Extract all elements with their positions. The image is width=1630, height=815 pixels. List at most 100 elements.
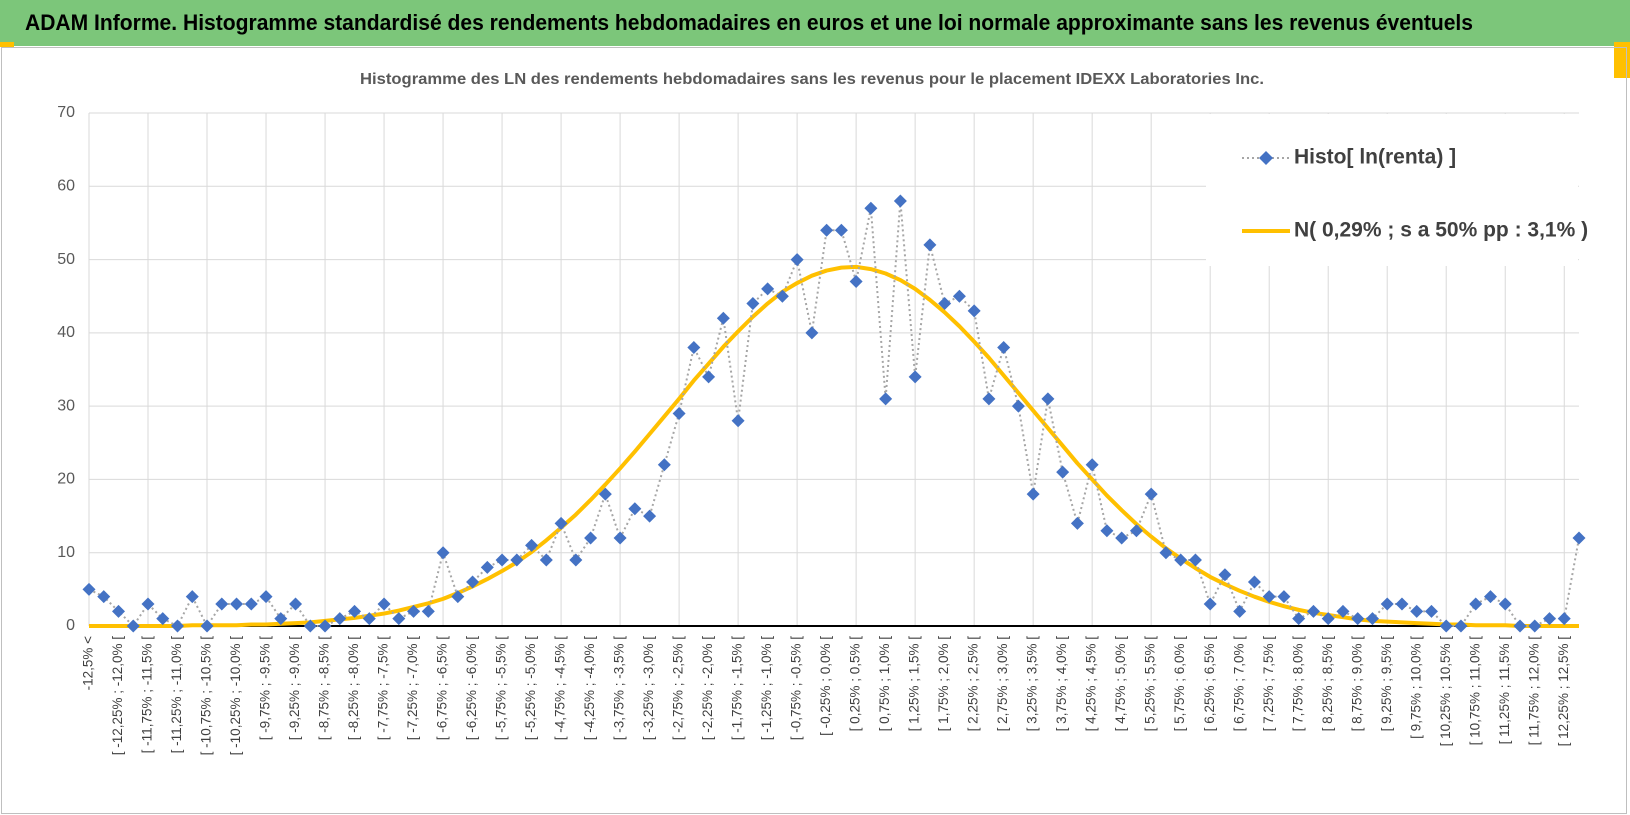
- data-point: [82, 582, 96, 596]
- data-point: [1174, 553, 1188, 567]
- data-point: [495, 553, 509, 567]
- y-tick-label: 10: [57, 544, 75, 561]
- chart-title: Histogramme des LN des rendements hebdom…: [360, 71, 1264, 88]
- data-point: [1218, 568, 1232, 582]
- data-point: [952, 289, 966, 303]
- data-point: [879, 392, 893, 406]
- data-point: [362, 612, 376, 626]
- data-point: [171, 619, 185, 633]
- data-point: [775, 289, 789, 303]
- data-point: [569, 553, 583, 567]
- data-point: [1041, 392, 1055, 406]
- x-tick-label: [ -4,75% ; -4,5% [: [553, 636, 568, 741]
- data-point: [731, 414, 745, 428]
- data-point: [1439, 619, 1453, 633]
- data-point: [185, 590, 199, 604]
- data-point: [613, 531, 627, 545]
- data-point: [230, 597, 244, 611]
- data-point: [1306, 604, 1320, 618]
- data-point: [1336, 604, 1350, 618]
- data-point: [451, 590, 465, 604]
- y-tick-label: 70: [57, 104, 75, 121]
- data-point: [274, 612, 288, 626]
- data-point: [672, 406, 686, 420]
- x-tick-label: [ -6,25% ; -6,0% [: [464, 636, 479, 741]
- data-point: [1424, 604, 1438, 618]
- x-tick-label: [ 10,75% ; 11,0% [: [1467, 636, 1482, 746]
- x-tick-label: [ -4,25% ; -4,0% [: [582, 636, 597, 741]
- legend-label: N( 0,29% ; s a 50% pp : 3,1% ): [1294, 219, 1588, 242]
- x-tick-label: [ 4,25% ; 4,5% [: [1084, 636, 1099, 732]
- data-point: [761, 282, 775, 296]
- data-point: [584, 531, 598, 545]
- data-point: [200, 619, 214, 633]
- data-point: [1203, 597, 1217, 611]
- x-tick-label: [ -10,25% ; -10,0% [: [228, 636, 243, 756]
- x-tick-label: [ -6,75% ; -6,5% [: [435, 636, 450, 741]
- data-point: [702, 370, 716, 384]
- data-point: [938, 297, 952, 311]
- data-point: [997, 341, 1011, 355]
- data-point: [1498, 597, 1512, 611]
- data-point: [259, 590, 273, 604]
- data-point: [864, 201, 878, 215]
- legend-marker: [1259, 151, 1273, 165]
- chart-border: [1, 47, 1627, 814]
- data-point: [303, 619, 317, 633]
- data-point: [97, 590, 111, 604]
- data-point: [1056, 465, 1070, 479]
- data-point: [1085, 458, 1099, 472]
- data-point: [1144, 487, 1158, 501]
- y-tick-label: 40: [57, 324, 75, 341]
- x-tick-label: [ 7,25% ; 7,5% [: [1261, 636, 1276, 732]
- data-point: [628, 502, 642, 516]
- data-point: [554, 516, 568, 530]
- x-tick-label: [ 6,75% ; 7,0% [: [1231, 636, 1246, 732]
- data-point: [480, 560, 494, 574]
- data-point: [348, 604, 362, 618]
- x-tick-label: [ -3,25% ; -3,0% [: [641, 636, 656, 741]
- data-point: [982, 392, 996, 406]
- data-point: [1542, 612, 1556, 626]
- data-point: [1410, 604, 1424, 618]
- data-point: [333, 612, 347, 626]
- x-tick-label: [ -3,75% ; -3,5% [: [612, 636, 627, 741]
- data-point: [1159, 546, 1173, 560]
- x-tick-label: [ 10,25% ; 10,5% [: [1438, 636, 1453, 747]
- data-point: [1011, 399, 1025, 413]
- data-point: [687, 341, 701, 355]
- data-point: [893, 194, 907, 208]
- x-tick-label: [ -11,75% ; -11,5% [: [140, 636, 155, 754]
- x-tick-label: [ 2,75% ; 3,0% [: [995, 636, 1010, 732]
- y-tick-label: 60: [57, 178, 75, 195]
- x-tick-label: [ 5,25% ; 5,5% [: [1143, 636, 1158, 732]
- data-point: [126, 619, 140, 633]
- data-point: [967, 304, 981, 318]
- data-point: [1528, 619, 1542, 633]
- data-point: [598, 487, 612, 501]
- data-point: [1454, 619, 1468, 633]
- data-point: [539, 553, 553, 567]
- data-point: [1572, 531, 1586, 545]
- x-tick-label: [ 1,25% ; 1,5% [: [907, 636, 922, 732]
- data-point: [1247, 575, 1261, 589]
- data-point: [908, 370, 922, 384]
- data-point: [1351, 612, 1365, 626]
- data-point: [820, 223, 834, 237]
- x-tick-label: [ 3,75% ; 4,0% [: [1054, 636, 1069, 732]
- data-point: [156, 612, 170, 626]
- data-point: [1026, 487, 1040, 501]
- data-point: [834, 223, 848, 237]
- x-tick-label: [ -1,25% ; -1,0% [: [759, 636, 774, 741]
- x-tick-label: [ 7,75% ; 8,0% [: [1290, 636, 1305, 732]
- data-point: [1262, 590, 1276, 604]
- y-tick-label: 20: [57, 471, 75, 488]
- x-tick-label: [ -8,75% ; -8,5% [: [317, 636, 332, 741]
- data-point: [318, 619, 332, 633]
- x-tick-label: [ 0,25% ; 0,5% [: [848, 636, 863, 732]
- data-point: [244, 597, 258, 611]
- data-point: [790, 253, 804, 267]
- y-tick-label: 50: [57, 251, 75, 268]
- x-tick-label: [ 6,25% ; 6,5% [: [1202, 636, 1217, 732]
